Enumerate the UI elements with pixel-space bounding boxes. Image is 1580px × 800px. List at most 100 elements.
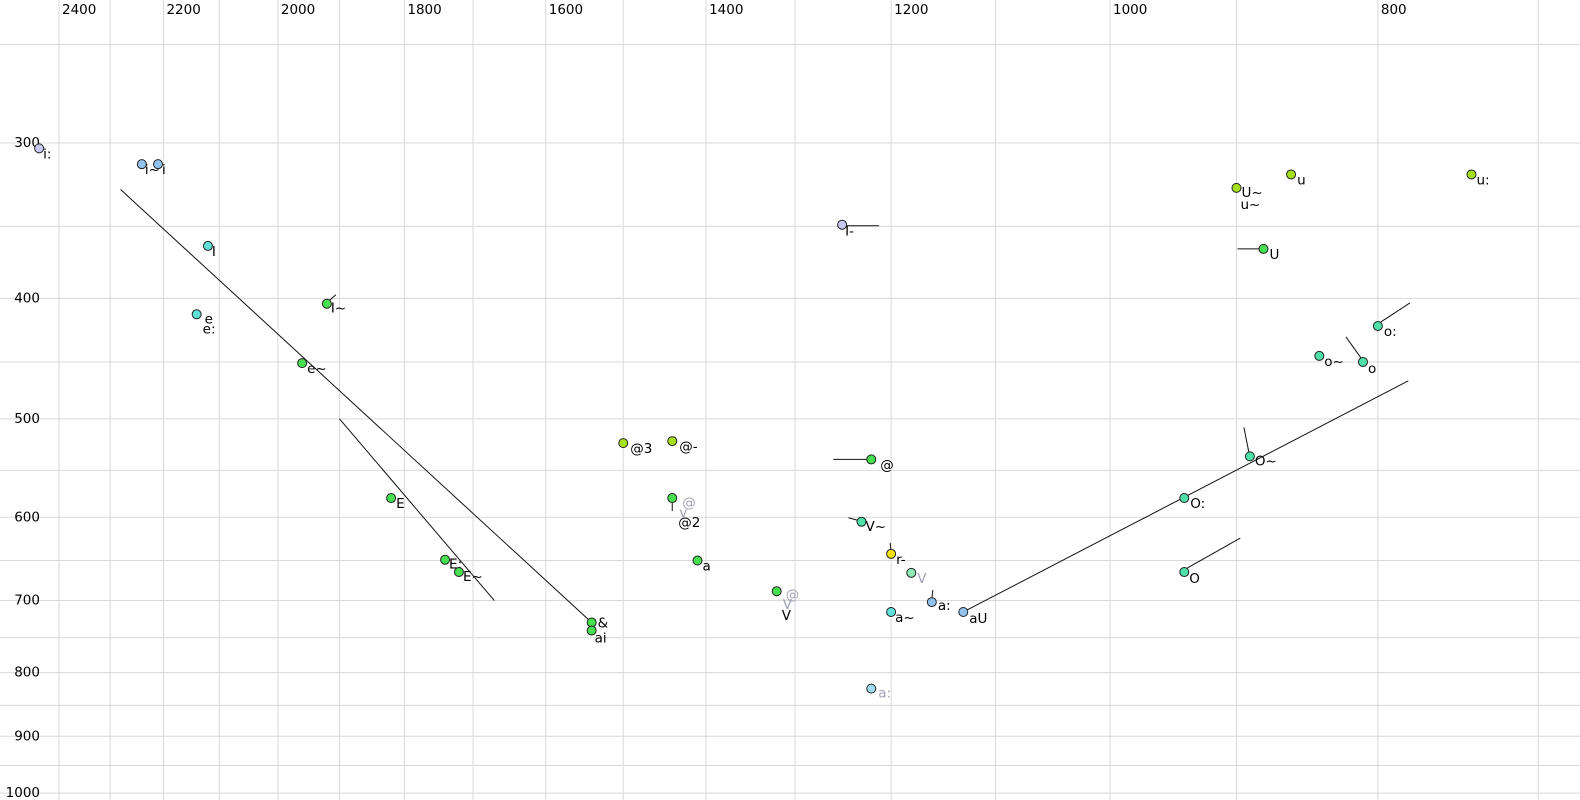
vowel-point-V-pale[interactable] [906, 567, 917, 578]
vowel-label-V-nasal: V~ [865, 519, 886, 535]
vowel-label-u-long: u: [1476, 172, 1489, 188]
vowel-point-V-green[interactable] [771, 586, 782, 597]
vowel-label-I-nasal: I~ [331, 301, 346, 317]
vowel-label-e-nasal: e~ [307, 361, 327, 377]
vowel-label-i: i [162, 162, 166, 178]
vowel-label-O: O [1189, 571, 1200, 587]
vowel-point-i-nasal[interactable] [136, 159, 147, 170]
vowel-label-o-nasal: o~ [1324, 354, 1344, 370]
vowel-label-o-long: o: [1384, 324, 1397, 340]
vowel-label-schwa2: @ [682, 495, 696, 511]
x-tick-1200: 1200 [894, 2, 928, 18]
vowel-point-u[interactable] [1286, 169, 1297, 180]
vowel-point-o-nasal[interactable] [1314, 350, 1325, 361]
x-tick-2000: 2000 [281, 2, 315, 18]
vowel-label-a-nasal: a~ [895, 610, 915, 626]
vowel-label-schwa: @ [880, 457, 894, 473]
vowel-point-O[interactable] [1179, 567, 1190, 578]
vowel-point-U[interactable] [1258, 243, 1269, 254]
vowel-label-schwa-: @- [679, 439, 698, 455]
vowel-label-V-green-2: V [782, 608, 792, 624]
point-tail-O [1187, 537, 1241, 569]
vowel-point-a-long[interactable] [926, 597, 937, 608]
vowel-point-aU[interactable] [958, 606, 969, 617]
vowel-label-aU: aU [969, 611, 987, 627]
y-tick-500: 500 [14, 411, 40, 427]
vowel-label-E: E [396, 496, 405, 512]
vowel-point-O-long[interactable] [1179, 493, 1190, 504]
vowel-label-V-green: @ [786, 587, 800, 603]
vowel-point-schwa3[interactable] [618, 438, 629, 449]
y-tick-600: 600 [14, 509, 40, 525]
vowel-label-a-long: a: [938, 598, 951, 614]
vowel-point-E-long[interactable] [440, 554, 451, 565]
vowel-point-r-[interactable] [886, 548, 897, 559]
vowel-point-u-long[interactable] [1466, 169, 1477, 180]
vowel-label-o: o [1368, 361, 1376, 377]
vowel-point-I[interactable] [202, 240, 213, 251]
vowel-label-V-pale: V [917, 571, 927, 587]
vowel-label-i-long: i: [43, 146, 51, 162]
vowel-point-schwa-[interactable] [667, 436, 678, 447]
vowel-label-e: e [205, 311, 213, 327]
point-tail-o-long [1380, 302, 1411, 323]
vowel-label-I-bar: I- [845, 224, 854, 240]
vowel-label-I: I [212, 244, 216, 260]
vowel-label-u: u [1297, 172, 1306, 188]
vowel-label-O-long: O: [1190, 496, 1205, 512]
x-tick-1600: 1600 [549, 2, 583, 18]
y-tick-1000: 1000 [6, 785, 40, 800]
vowel-label-schwa2-2: @2 [678, 515, 700, 531]
vowel-point-I-bar[interactable] [837, 219, 848, 230]
vowel-point-U-nasal[interactable] [1231, 182, 1242, 193]
vowel-label-U-nasal: U~ [1241, 185, 1262, 201]
vowel-label-a: a [703, 559, 711, 575]
vowel-label-U-nasal-1: u~ [1240, 197, 1260, 213]
vowel-point-V-nasal[interactable] [856, 516, 867, 527]
vowel-label-E-nasal: E~ [463, 569, 483, 585]
y-tick-400: 400 [14, 290, 40, 306]
vowel-point-a-nasal[interactable] [886, 606, 897, 617]
vowel-point-schwa[interactable] [866, 454, 877, 465]
point-tail-o [1345, 336, 1362, 359]
vowel-point-o-long[interactable] [1372, 320, 1383, 331]
vowel-point-ai[interactable] [586, 625, 597, 636]
trend-line-front-diagonal-short [339, 418, 495, 601]
vowel-point-O-nasal[interactable] [1244, 451, 1255, 462]
vowel-point-e[interactable] [191, 309, 202, 320]
vowel-label-O-nasal: O~ [1255, 453, 1277, 469]
vowel-point-E[interactable] [386, 493, 397, 504]
x-tick-2200: 2200 [166, 2, 200, 18]
x-tick-800: 800 [1381, 2, 1407, 18]
y-tick-700: 700 [14, 593, 40, 609]
vowel-point-E-nasal[interactable] [453, 567, 464, 578]
vowel-label-ash: & [598, 615, 609, 631]
x-tick-1400: 1400 [709, 2, 743, 18]
vowel-label-r-: r- [896, 552, 906, 568]
vowel-label-schwa3: @3 [630, 441, 652, 457]
x-tick-2400: 2400 [62, 2, 96, 18]
vowel-label-a-long2: a: [878, 686, 891, 702]
vowel-point-a[interactable] [692, 555, 703, 566]
y-tick-300: 300 [14, 135, 40, 151]
vowel-label-schwa2-1: v [679, 505, 687, 521]
vowel-label-U: U [1269, 247, 1279, 263]
vowel-label-e-1: e: [203, 321, 216, 337]
vowel-point-a-long2[interactable] [866, 683, 877, 694]
vowel-point-i[interactable] [153, 159, 164, 170]
y-tick-800: 800 [14, 665, 40, 681]
trend-line-front-diagonal-long [120, 189, 592, 623]
point-tail-O-nasal [1243, 427, 1250, 453]
vowel-label-V-green-1: V [783, 597, 793, 613]
vowel-point-schwa2[interactable] [667, 493, 678, 504]
vowel-label-ai: ai [595, 631, 607, 647]
vowel-point-e-nasal[interactable] [297, 358, 308, 369]
vowel-point-i-long[interactable] [34, 143, 45, 154]
x-tick-1000: 1000 [1113, 2, 1147, 18]
y-tick-900: 900 [14, 728, 40, 744]
x-tick-1800: 1800 [407, 2, 441, 18]
vowel-point-o[interactable] [1357, 356, 1368, 367]
vowel-point-I-nasal[interactable] [321, 298, 332, 309]
